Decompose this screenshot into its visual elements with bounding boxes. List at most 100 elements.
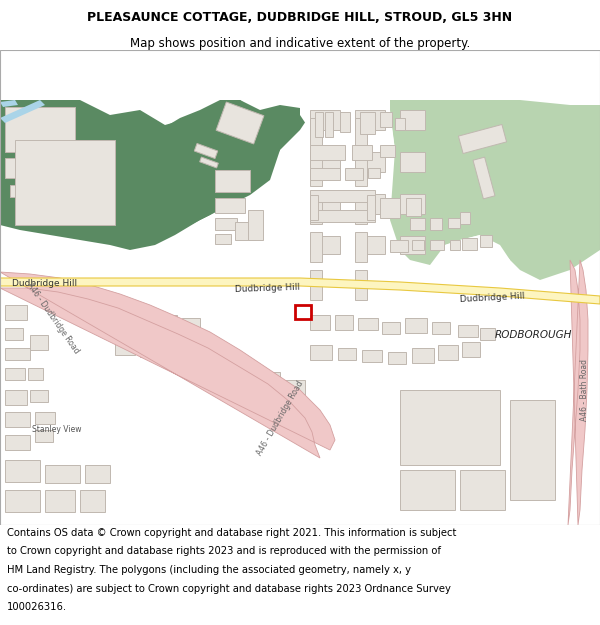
Bar [412, 240, 424, 250]
Bar [325, 112, 333, 137]
Bar [310, 194, 322, 224]
Bar [240, 365, 260, 380]
Bar [35, 412, 55, 424]
Bar [315, 112, 323, 137]
Bar [310, 168, 340, 180]
Text: RODBOROUGH: RODBOROUGH [495, 330, 572, 340]
Bar [310, 156, 322, 186]
Bar [406, 198, 421, 216]
Text: co-ordinates) are subject to Crown copyright and database rights 2023 Ordnance S: co-ordinates) are subject to Crown copyr… [7, 584, 451, 594]
Bar [215, 218, 237, 230]
Polygon shape [385, 100, 600, 280]
Bar [35, 430, 53, 442]
Bar [362, 350, 382, 362]
Bar [310, 232, 322, 262]
Bar [295, 305, 311, 319]
Bar [45, 465, 80, 483]
Polygon shape [200, 157, 218, 168]
Bar [5, 390, 27, 405]
Bar [310, 345, 332, 360]
Text: Dudbridge Hill: Dudbridge Hill [12, 279, 77, 289]
Bar [5, 435, 30, 450]
Bar [458, 325, 478, 337]
Bar [480, 235, 492, 247]
Bar [162, 315, 177, 325]
Bar [310, 194, 340, 214]
Bar [15, 140, 115, 225]
Bar [310, 270, 322, 300]
Bar [5, 107, 75, 152]
Bar [338, 348, 356, 360]
Bar [355, 232, 367, 262]
Bar [310, 315, 330, 330]
Bar [210, 360, 235, 378]
Bar [45, 185, 65, 197]
Polygon shape [0, 278, 600, 304]
Bar [460, 470, 505, 510]
Bar [355, 110, 385, 130]
Text: Stanley View: Stanley View [32, 426, 82, 434]
Bar [182, 318, 200, 328]
Bar [5, 305, 27, 320]
Bar [460, 212, 470, 224]
Bar [412, 348, 434, 363]
Bar [340, 112, 350, 132]
Bar [432, 322, 450, 334]
Bar [368, 168, 380, 178]
Bar [115, 340, 135, 355]
Bar [430, 240, 444, 250]
Bar [85, 465, 110, 483]
Bar [410, 218, 425, 230]
Polygon shape [140, 100, 310, 240]
Bar [192, 348, 207, 360]
Bar [400, 110, 425, 130]
Bar [5, 368, 25, 380]
Bar [5, 328, 23, 340]
Polygon shape [473, 157, 495, 199]
Bar [360, 112, 375, 134]
Polygon shape [216, 102, 264, 144]
Bar [345, 168, 363, 180]
Bar [380, 145, 395, 157]
Bar [355, 194, 385, 214]
Text: PLEASAUNCE COTTAGE, DUDBRIDGE HILL, STROUD, GL5 3HN: PLEASAUNCE COTTAGE, DUDBRIDGE HILL, STRO… [88, 11, 512, 24]
Bar [310, 195, 318, 220]
Polygon shape [275, 100, 510, 295]
Bar [5, 348, 30, 360]
Text: A46 - Dudbridge Road: A46 - Dudbridge Road [25, 281, 81, 355]
Bar [310, 210, 375, 222]
Text: Contains OS data © Crown copyright and database right 2021. This information is : Contains OS data © Crown copyright and d… [7, 528, 457, 538]
Bar [510, 400, 555, 500]
Bar [310, 236, 340, 254]
Bar [390, 240, 408, 252]
Bar [438, 345, 458, 360]
Bar [30, 335, 48, 350]
Bar [400, 194, 425, 214]
Bar [310, 152, 340, 172]
Bar [215, 234, 231, 244]
Bar [400, 390, 500, 465]
Bar [20, 205, 70, 220]
Bar [400, 236, 425, 254]
Polygon shape [0, 100, 18, 107]
Bar [5, 460, 40, 482]
Bar [235, 222, 255, 240]
Bar [355, 156, 367, 186]
Bar [352, 145, 372, 160]
Bar [5, 158, 70, 178]
Bar [215, 198, 245, 213]
Bar [168, 345, 186, 357]
Polygon shape [0, 100, 280, 250]
Text: A46 - Dudbridge Road: A46 - Dudbridge Road [255, 379, 305, 457]
Bar [80, 490, 105, 512]
Bar [400, 470, 455, 510]
Text: 100026316.: 100026316. [7, 602, 67, 612]
Bar [285, 380, 305, 395]
Bar [480, 328, 495, 340]
Bar [450, 240, 460, 250]
Polygon shape [458, 124, 506, 154]
Bar [125, 310, 140, 322]
Polygon shape [568, 260, 588, 525]
Bar [248, 210, 263, 240]
Text: Dudbridge Hill: Dudbridge Hill [235, 282, 301, 294]
